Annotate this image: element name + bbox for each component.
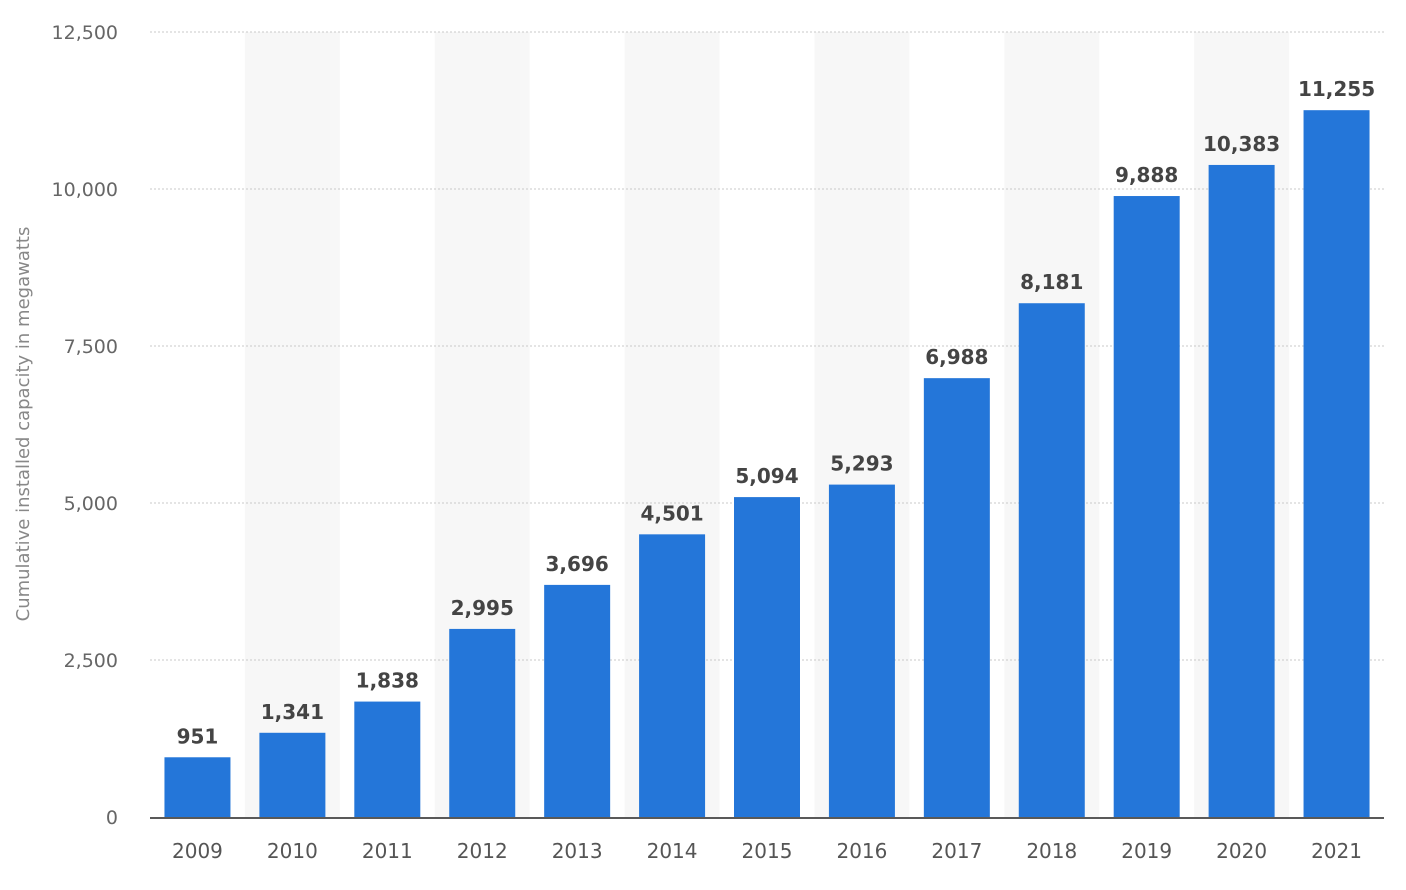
- y-tick-label: 10,000: [52, 179, 118, 201]
- x-tick-label: 2018: [1026, 839, 1077, 863]
- x-tick-label: 2010: [267, 839, 318, 863]
- y-tick-label: 0: [106, 807, 118, 829]
- data-label: 5,094: [735, 464, 798, 488]
- data-label: 10,383: [1203, 132, 1280, 156]
- x-tick-label: 2009: [172, 839, 223, 863]
- y-tick-label: 12,500: [52, 22, 118, 44]
- x-tick-label: 2012: [457, 839, 508, 863]
- bar-2019: [1113, 196, 1180, 818]
- x-tick-label: 2017: [931, 839, 982, 863]
- bar-2021: [1303, 110, 1370, 818]
- x-tick-label: 2011: [362, 839, 413, 863]
- bar-2016: [828, 484, 895, 817]
- data-label: 1,341: [261, 700, 324, 724]
- bar-2015: [734, 497, 800, 817]
- bar-2009: [164, 757, 231, 817]
- y-tick-label: 7,500: [64, 336, 118, 358]
- data-label: 8,181: [1020, 270, 1083, 294]
- data-label: 3,696: [546, 552, 609, 576]
- data-label: 951: [177, 724, 219, 748]
- y-tick-label: 2,500: [64, 650, 118, 672]
- data-labels: 951 1,341 1,838 2,995 3,696 4,501 5,094 5,293 6,…: [177, 77, 1376, 748]
- x-tick-label: 2020: [1216, 839, 1267, 863]
- data-label: 2,995: [451, 596, 514, 620]
- y-axis-title: Cumulative installed capacity in megawat…: [13, 227, 34, 622]
- bar-2011: [354, 701, 421, 817]
- data-label: 5,293: [830, 452, 893, 476]
- x-tick-label: 2015: [742, 839, 793, 863]
- data-label: 1,838: [356, 669, 419, 693]
- bar-2012: [449, 628, 516, 817]
- column-band: [244, 32, 340, 817]
- x-tick-label: 2019: [1121, 839, 1172, 863]
- data-label: 9,888: [1115, 163, 1178, 187]
- data-label: 4,501: [640, 501, 703, 525]
- x-tick-label: 2014: [647, 839, 698, 863]
- y-axis-ticks: 0 2,500 5,000 7,500 10,000 12,500: [52, 22, 118, 829]
- bar-2018: [1018, 303, 1085, 818]
- bar-2014: [639, 534, 706, 817]
- y-tick-label: 5,000: [64, 493, 118, 515]
- x-tick-label: 2013: [552, 839, 603, 863]
- bars: [164, 110, 1370, 818]
- bar-2017: [923, 378, 990, 817]
- bar-2020: [1208, 164, 1275, 817]
- x-tick-label: 2021: [1311, 839, 1362, 863]
- bar-2010: [259, 732, 326, 817]
- data-label: 6,988: [925, 345, 988, 369]
- bar-2013: [544, 584, 611, 817]
- x-tick-label: 2016: [836, 839, 887, 863]
- x-axis-ticks: 2009 2010 2011 2012 2013 2014 2015 2016 2017 2018…: [172, 839, 1362, 863]
- data-label: 11,255: [1298, 77, 1375, 101]
